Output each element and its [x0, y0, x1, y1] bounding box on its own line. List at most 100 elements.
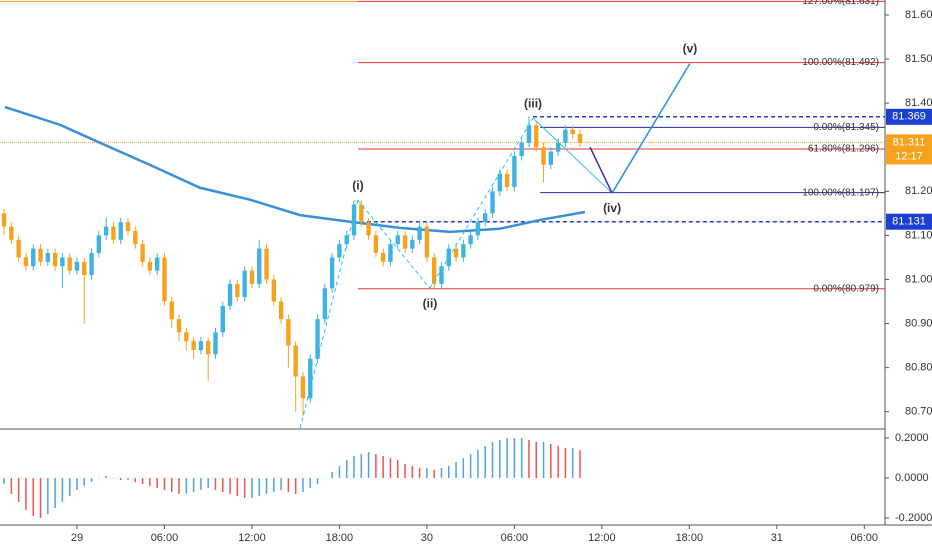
countdown-label: 12:17 [895, 150, 923, 162]
projection-line [589, 146, 613, 194]
candle-body [96, 235, 102, 254]
candle-body [308, 358, 313, 399]
candle-body [461, 244, 466, 258]
candle-body [82, 261, 87, 276]
oscillator-bar [192, 478, 195, 492]
oscillator-bar [112, 478, 115, 479]
oscillator-bar [404, 464, 406, 478]
candle-body [235, 283, 240, 298]
oscillator-bar [134, 478, 137, 482]
candle-body [577, 133, 583, 143]
candle-body [67, 257, 72, 271]
y-tick-label: 80.900 [905, 317, 932, 329]
candle-body [424, 226, 430, 258]
oscillator-bar [68, 478, 71, 496]
candle-body [125, 222, 131, 231]
fib-label: 61.80%(81.296) [808, 144, 879, 155]
candle-body [300, 376, 306, 399]
x-tick-label: 18:00 [326, 532, 354, 544]
oscillator-bar [207, 478, 209, 488]
candle-body [497, 173, 502, 192]
candle-body [52, 253, 58, 267]
candle-body [242, 270, 247, 298]
oscillator-bar [535, 442, 537, 478]
oscillator-bar [418, 468, 421, 478]
candle-body [359, 204, 364, 223]
candle-body [74, 261, 80, 271]
candle-body [154, 257, 160, 271]
axes: 81.600 81.500 81.400 81.200 81.100 81.000 80.9… [71, 9, 932, 544]
candle-body [38, 248, 43, 262]
candle-body [191, 341, 196, 350]
oscillator-bar [258, 478, 260, 496]
oscillator-bar [25, 478, 27, 510]
oscillator-bar [251, 478, 253, 498]
candle-body [264, 248, 269, 280]
oscillator-bar [316, 478, 319, 484]
candle-body [213, 332, 218, 355]
candle-body [133, 230, 138, 245]
candle-body [555, 142, 561, 152]
candle-body [563, 129, 568, 143]
oscillator-bar [499, 440, 501, 478]
candle-body [373, 235, 379, 254]
fib-label: 0.00%(81.345) [813, 122, 879, 133]
y-tick-label: 81.600 [905, 9, 932, 21]
oscillator-bar [119, 478, 122, 480]
candle-body [504, 173, 510, 187]
candle-body [162, 257, 167, 302]
candle-body [169, 301, 174, 320]
candle-body [410, 239, 415, 249]
oscillator-bar [331, 472, 333, 478]
x-tick-label: 06:00 [151, 532, 179, 544]
candle-body [206, 341, 211, 355]
candle-body [176, 319, 182, 333]
oscillator-bar [105, 476, 107, 478]
candle-body [220, 305, 225, 333]
oscillator-bar [178, 478, 180, 494]
oscillator-bar [47, 478, 49, 514]
candle-body [453, 248, 459, 258]
oscillator-bar [484, 446, 486, 478]
oscillator-bar [440, 468, 443, 478]
candle-body [337, 244, 342, 258]
oscillator-bar [127, 478, 129, 480]
oscillator-bar [513, 438, 516, 478]
candle-body [60, 257, 65, 267]
candle-body [16, 239, 21, 258]
y-tick-label: 81.100 [905, 229, 932, 241]
oscillator-bar [571, 448, 574, 478]
candle-body [490, 191, 495, 214]
level-box [886, 108, 932, 125]
oscillator-bar [550, 444, 552, 478]
oscillator-bar [353, 456, 355, 478]
oscillator-bar [163, 478, 166, 490]
oscillator-bar [54, 478, 56, 508]
oscillator-bar [149, 478, 151, 486]
x-tick-label: 06:00 [851, 532, 879, 544]
price-pane: 127.00%(81.631) 100.00%(81.492) 61.80%(81.… [0, 0, 885, 429]
y-tick-label: -0.2000 [895, 512, 932, 524]
oscillator-bar [61, 478, 64, 502]
fib-label: 100.00%(81.492) [802, 57, 879, 68]
oscillator-bar [10, 478, 13, 494]
oscillator-bar [382, 456, 384, 478]
x-tick-label: 06:00 [501, 532, 529, 544]
oscillator-bar [294, 478, 297, 494]
oscillator-bar [448, 466, 450, 478]
candle-body [570, 129, 575, 134]
candle-body [417, 226, 422, 240]
x-tick-label: 30 [421, 532, 433, 544]
oscillator-bar [76, 478, 78, 490]
oscillator-bar [98, 478, 100, 479]
oscillator-bar [200, 478, 202, 490]
level-label: 81.369 [892, 111, 926, 123]
candle-body [380, 253, 386, 262]
candle-body [89, 253, 94, 276]
oscillator-bar [302, 478, 304, 492]
candle-body [315, 319, 320, 359]
candle-body [293, 345, 298, 377]
candle-body [329, 257, 335, 289]
